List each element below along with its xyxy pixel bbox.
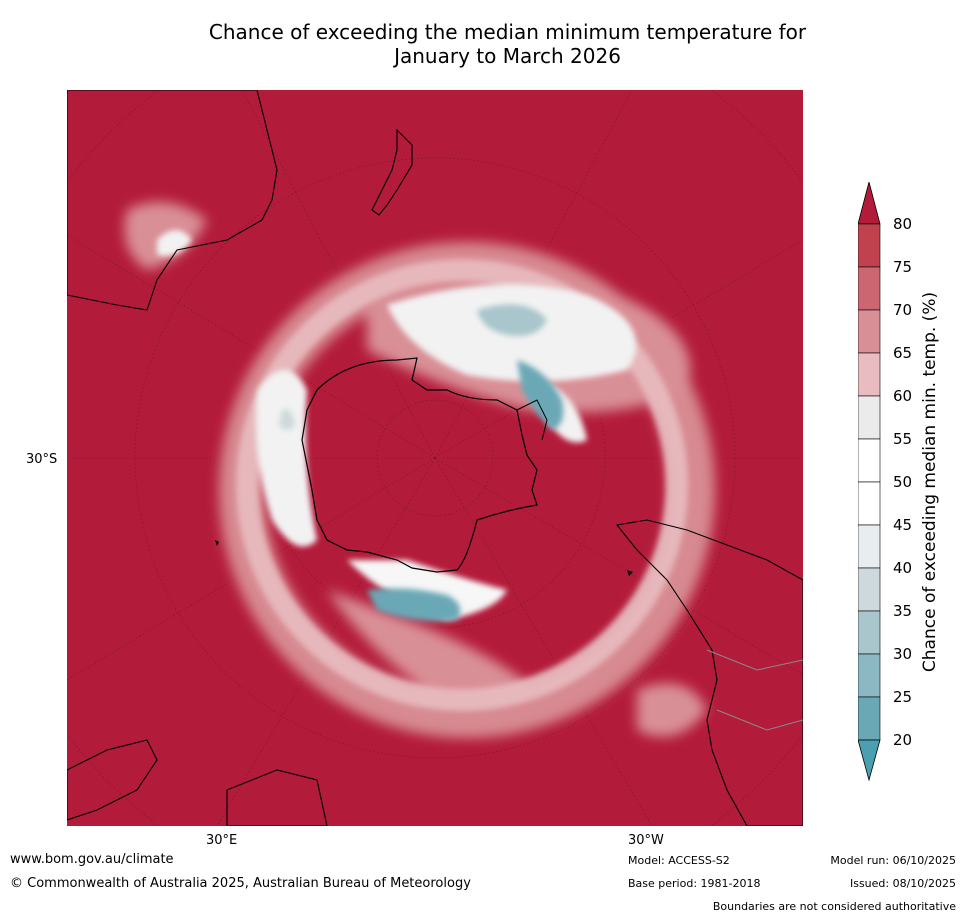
colorbar-bin bbox=[857, 524, 881, 569]
colorbar-tick-label: 80 bbox=[893, 215, 913, 233]
colorbar-tick-label: 30 bbox=[893, 645, 913, 663]
africa-outline bbox=[67, 739, 328, 826]
footer-model: Model: ACCESS-S2 bbox=[628, 854, 730, 867]
title-line-2: January to March 2026 bbox=[394, 44, 621, 68]
longitude-label-30e: 30°E bbox=[206, 833, 238, 848]
title-line-1: Chance of exceeding the median minimum t… bbox=[208, 20, 807, 44]
colorbar-bin bbox=[857, 610, 881, 655]
colorbar bbox=[857, 180, 958, 782]
border-lines bbox=[706, 649, 803, 671]
colorbar-bin bbox=[857, 309, 881, 354]
colorbar-bin bbox=[857, 266, 881, 311]
colorbar-tick-label: 60 bbox=[893, 387, 913, 405]
colorbar-tick-label: 55 bbox=[893, 430, 913, 448]
colorbar-bin bbox=[857, 567, 881, 612]
australia-outline bbox=[67, 90, 278, 311]
latitude-label-30s: 30°S bbox=[26, 452, 58, 467]
new-zealand-outline bbox=[371, 128, 413, 216]
colorbar-tick-label: 45 bbox=[893, 516, 913, 534]
colorbar-bins bbox=[857, 223, 881, 741]
colorbar-top-arrow bbox=[857, 180, 881, 225]
colorbar-bin bbox=[857, 438, 881, 483]
probability-ring bbox=[124, 202, 715, 738]
colorbar-bottom-arrow bbox=[857, 739, 881, 782]
longitude-label-30w: 30°W bbox=[628, 833, 664, 848]
colorbar-bin bbox=[857, 653, 881, 698]
colorbar-label: Chance of exceeding median min. temp. (%… bbox=[920, 291, 940, 673]
colorbar-tick-label: 35 bbox=[893, 602, 913, 620]
antarctic-peninsula-outline bbox=[516, 399, 548, 441]
footer-disclaimer: Boundaries are not considered authoritat… bbox=[712, 900, 956, 913]
colorbar-bin bbox=[857, 223, 881, 268]
map-svg bbox=[67, 90, 803, 826]
footer-base-period: Base period: 1981-2018 bbox=[628, 877, 761, 890]
colorbar-bin bbox=[857, 352, 881, 397]
colorbar-tick-label: 40 bbox=[893, 559, 913, 577]
colorbar-tick-label: 75 bbox=[893, 258, 913, 276]
footer-copyright: © Commonwealth of Australia 2025, Austra… bbox=[10, 876, 471, 891]
border-lines-2 bbox=[716, 709, 803, 731]
colorbar-tick-label: 65 bbox=[893, 344, 913, 362]
footer-model-run: Model run: 06/10/2025 bbox=[830, 854, 956, 867]
south-america-outline bbox=[615, 519, 803, 826]
colorbar-svg bbox=[857, 180, 881, 782]
outlook-map bbox=[67, 90, 803, 826]
colorbar-tick-label: 70 bbox=[893, 301, 913, 319]
colorbar-bin bbox=[857, 395, 881, 440]
colorbar-bin bbox=[857, 481, 881, 526]
footer-issued: Issued: 08/10/2025 bbox=[849, 877, 956, 890]
colorbar-tick-label: 25 bbox=[893, 688, 913, 706]
map-title: Chance of exceeding the median minimum t… bbox=[60, 20, 955, 68]
colorbar-tick-label: 20 bbox=[893, 731, 913, 749]
antarctica-outline bbox=[301, 357, 538, 573]
colorbar-bin bbox=[857, 696, 881, 741]
colorbar-tick-label: 50 bbox=[893, 473, 913, 491]
footer-website[interactable]: www.bom.gov.au/climate bbox=[10, 852, 174, 867]
